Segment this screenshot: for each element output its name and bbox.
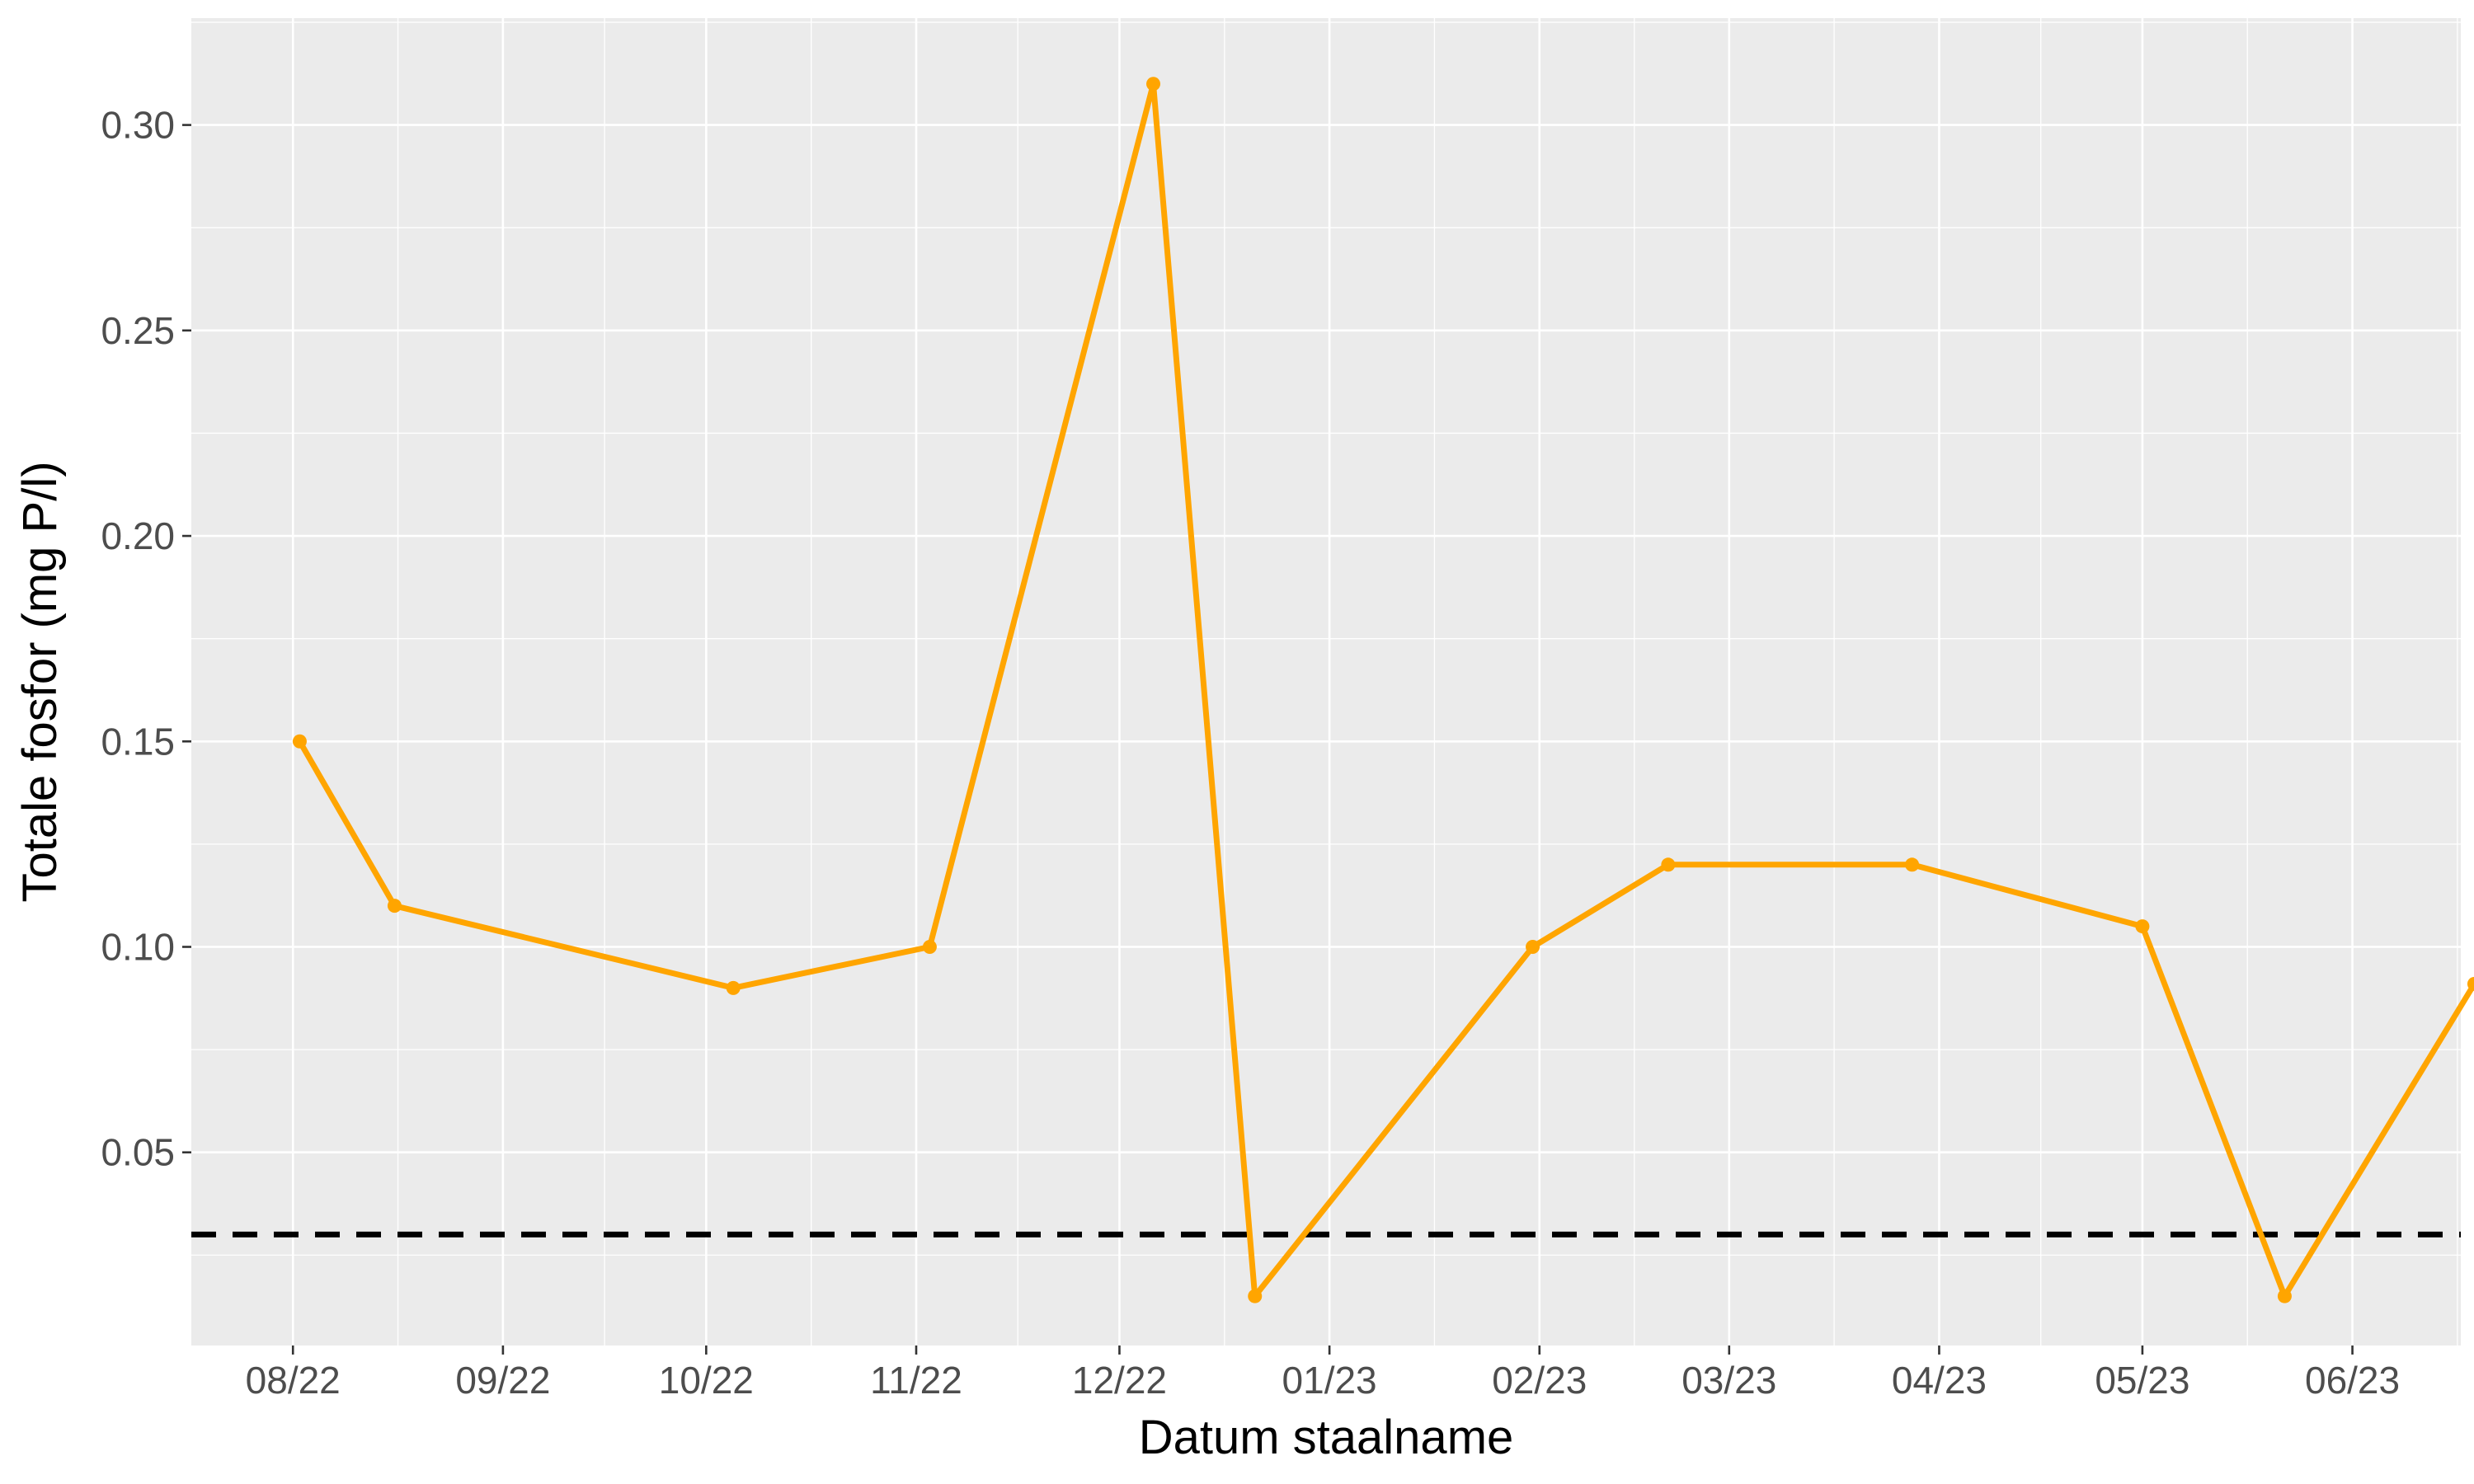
data-point: [922, 940, 937, 955]
plot-panel: [191, 18, 2461, 1345]
x-axis: 08/22 09/22 10/22 11/22 12/22 01/23 02/23 03/23…: [246, 1345, 2400, 1402]
data-point: [1248, 1289, 1263, 1303]
x-tick-label: 12/22: [1072, 1359, 1167, 1402]
series-line: [296, 81, 2474, 1299]
data-point: [726, 980, 741, 995]
y-tick-label: 0.20: [101, 514, 175, 557]
y-tick-label: 0.10: [101, 926, 175, 969]
y-tick-label: 0.15: [101, 720, 175, 763]
y-tick-label: 0.05: [101, 1131, 175, 1174]
data-point: [2467, 976, 2474, 991]
x-tick-label: 05/23: [2095, 1359, 2189, 1402]
x-tick-label: 08/22: [246, 1359, 341, 1402]
series-layer: [292, 77, 2474, 1303]
data-point: [2135, 919, 2150, 934]
y-tick-label: 0.25: [101, 309, 175, 352]
x-tick-label: 10/22: [659, 1359, 754, 1402]
x-tick-label: 11/22: [870, 1359, 962, 1402]
minor-gridlines: [191, 18, 2461, 1345]
x-tick-label: 02/23: [1492, 1359, 1587, 1402]
x-axis-title: Datum staalname: [1139, 1411, 1514, 1464]
x-tick-label: 06/23: [2305, 1359, 2400, 1402]
data-point: [2277, 1289, 2292, 1303]
y-axis-title: Totale fosfor (mg P/l): [13, 461, 67, 902]
y-tick-label: 0.30: [101, 104, 175, 147]
data-point: [1146, 77, 1161, 92]
data-point: [292, 734, 307, 749]
x-tick-label: 01/23: [1282, 1359, 1377, 1402]
data-point: [1526, 940, 1540, 955]
data-point: [1905, 857, 1920, 872]
x-tick-label: 04/23: [1892, 1359, 1987, 1402]
x-tick-label: 03/23: [1681, 1359, 1776, 1402]
data-point: [387, 899, 402, 913]
y-axis: 0.05 0.10 0.15 0.20 0.25 0.30: [101, 104, 191, 1174]
data-point: [1661, 857, 1676, 872]
x-tick-label: 09/22: [455, 1359, 550, 1402]
